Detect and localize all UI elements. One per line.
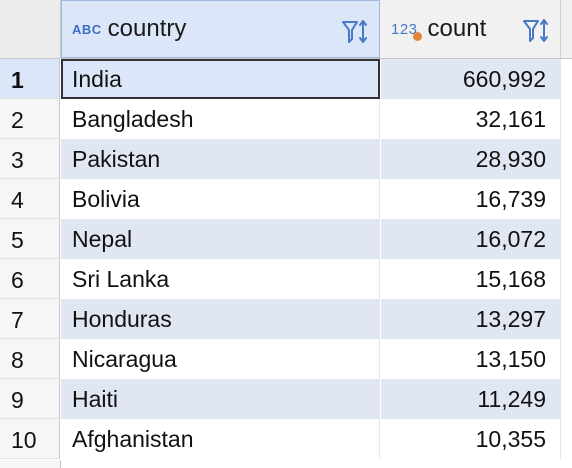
country-cell[interactable]: India xyxy=(61,59,380,99)
numeric-type-icon: 123 xyxy=(391,21,422,41)
country-cell[interactable]: Bangladesh xyxy=(61,99,380,139)
row-number[interactable]: 2 xyxy=(0,99,60,139)
country-cell[interactable]: Haiti xyxy=(61,379,380,419)
count-cell[interactable]: 28,930 xyxy=(381,139,561,179)
row-number[interactable]: 5 xyxy=(0,219,60,259)
column-header-country[interactable]: ABC country xyxy=(61,0,380,58)
column-header-label: country xyxy=(107,15,187,42)
count-cell[interactable]: 13,297 xyxy=(381,299,561,339)
numeric-dot-icon xyxy=(412,31,422,41)
count-cell[interactable]: 15,168 xyxy=(381,259,561,299)
country-cell[interactable]: Honduras xyxy=(61,299,380,339)
row-number[interactable]: 8 xyxy=(0,339,60,379)
column-header-row: ABC country 123 count xyxy=(0,0,572,59)
row-number[interactable]: 3 xyxy=(0,139,60,179)
count-cell[interactable]: 16,739 xyxy=(381,179,561,219)
table-row[interactable]: 7 Honduras 13,297 xyxy=(0,299,572,339)
table-row[interactable]: 9 Haiti 11,249 xyxy=(0,379,572,419)
country-cell[interactable]: Bolivia xyxy=(61,179,380,219)
grid-corner[interactable] xyxy=(0,0,61,58)
country-cell[interactable]: Afghanistan xyxy=(61,419,380,459)
country-cell[interactable]: Nepal xyxy=(61,219,380,259)
row-number[interactable]: 10 xyxy=(0,419,60,459)
row-number[interactable]: 9 xyxy=(0,379,60,419)
country-cell[interactable]: Pakistan xyxy=(61,139,380,179)
table-row[interactable]: 5 Nepal 16,072 xyxy=(0,219,572,259)
table-row[interactable]: 2 Bangladesh 32,161 xyxy=(0,99,572,139)
row-header-tail xyxy=(0,460,61,468)
row-number[interactable]: 6 xyxy=(0,259,60,299)
table-row[interactable]: 10 Afghanistan 10,355 xyxy=(0,419,572,459)
country-cell[interactable]: Nicaragua xyxy=(61,339,380,379)
column-header-label: count xyxy=(427,15,487,42)
table-row[interactable]: 3 Pakistan 28,930 xyxy=(0,139,572,179)
count-cell[interactable]: 13,150 xyxy=(381,339,561,379)
row-number[interactable]: 4 xyxy=(0,179,60,219)
count-cell[interactable]: 10,355 xyxy=(381,419,561,459)
count-cell[interactable]: 660,992 xyxy=(381,59,561,99)
count-cell[interactable]: 32,161 xyxy=(381,99,561,139)
text-type-icon: ABC xyxy=(72,21,102,37)
filter-sort-icon[interactable] xyxy=(522,18,550,44)
table-row[interactable]: 6 Sri Lanka 15,168 xyxy=(0,259,572,299)
row-number[interactable]: 7 xyxy=(0,299,60,339)
table-row[interactable]: 8 Nicaragua 13,150 xyxy=(0,339,572,379)
count-cell[interactable]: 16,072 xyxy=(381,219,561,259)
table-row[interactable]: 4 Bolivia 16,739 xyxy=(0,179,572,219)
country-cell[interactable]: Sri Lanka xyxy=(61,259,380,299)
column-header-count[interactable]: 123 count xyxy=(381,0,561,58)
count-cell[interactable]: 11,249 xyxy=(381,379,561,419)
row-number[interactable]: 1 xyxy=(0,59,60,99)
filter-sort-icon[interactable] xyxy=(341,19,369,45)
table-row[interactable]: 1 India 660,992 xyxy=(0,59,572,99)
